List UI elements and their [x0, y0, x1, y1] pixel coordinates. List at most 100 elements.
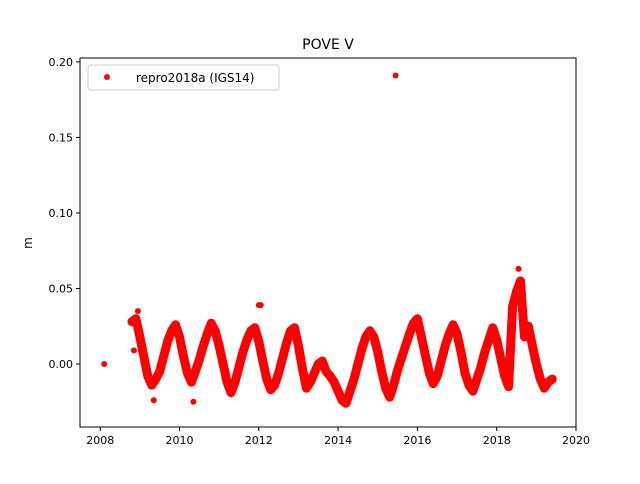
data-point	[251, 324, 258, 331]
data-point	[382, 385, 389, 392]
data-point	[331, 379, 338, 386]
data-point	[192, 368, 199, 375]
data-point	[243, 336, 250, 343]
data-point	[509, 303, 516, 310]
data-point	[497, 354, 504, 361]
data-point	[295, 342, 302, 349]
data-point	[220, 361, 227, 368]
data-point	[271, 382, 278, 389]
data-point	[414, 315, 421, 322]
data-point	[180, 353, 187, 360]
outlier-point	[150, 397, 157, 404]
x-tick-label: 2020	[562, 434, 590, 447]
data-point	[458, 348, 465, 355]
data-point	[477, 364, 484, 371]
legend: repro2018a (IGS14)	[87, 64, 280, 91]
y-tick-label: 0.15	[49, 131, 74, 144]
data-point	[394, 367, 401, 374]
data-point	[485, 336, 492, 343]
data-point	[461, 370, 468, 377]
data-point	[140, 353, 147, 360]
data-point	[239, 348, 246, 355]
legend-label: repro2018a (IGS14)	[136, 71, 254, 85]
x-tick-label: 2012	[245, 434, 273, 447]
data-point	[402, 342, 409, 349]
outlier-point	[392, 72, 399, 79]
y-tick-label: 0.05	[49, 282, 74, 295]
data-point	[228, 389, 235, 396]
x-tick-label: 2008	[86, 434, 114, 447]
data-point	[343, 400, 350, 407]
data-point	[160, 353, 167, 360]
data-point	[481, 348, 488, 355]
data-point	[132, 315, 139, 322]
outlier-point	[515, 265, 522, 272]
data-point	[279, 354, 286, 361]
x-tick-label: 2016	[403, 434, 431, 447]
x-tick-label: 2010	[166, 434, 194, 447]
data-point	[323, 368, 330, 375]
data-point	[406, 330, 413, 337]
outlier-point	[190, 398, 197, 405]
data-point	[533, 361, 540, 368]
data-point	[232, 379, 239, 386]
data-point	[450, 321, 457, 328]
data-point	[156, 368, 163, 375]
data-point	[164, 338, 171, 345]
data-point	[410, 320, 417, 327]
data-point	[354, 361, 361, 368]
data-point	[521, 333, 528, 340]
data-point	[529, 342, 536, 349]
data-point	[350, 376, 357, 383]
y-tick-label: 0.20	[49, 56, 74, 69]
data-point	[208, 320, 215, 327]
data-point	[454, 330, 461, 337]
chart-title: POVE V	[302, 37, 354, 53]
data-point	[196, 356, 203, 363]
data-point	[465, 382, 472, 389]
data-point	[319, 357, 326, 364]
data-point	[446, 330, 453, 337]
data-point	[386, 394, 393, 401]
data-point	[255, 338, 262, 345]
data-point	[418, 333, 425, 340]
data-point	[473, 376, 480, 383]
data-point	[434, 373, 441, 380]
data-point	[442, 342, 449, 349]
outlier-point	[257, 302, 264, 309]
data-point	[505, 383, 512, 390]
data-point	[493, 336, 500, 343]
data-point	[549, 376, 556, 383]
data-point	[390, 382, 397, 389]
data-point	[176, 333, 183, 340]
plot-frame	[79, 57, 577, 428]
data-points	[101, 72, 557, 408]
data-point	[263, 376, 270, 383]
data-point	[501, 373, 508, 380]
legend-box	[87, 64, 280, 91]
data-point	[303, 385, 310, 392]
data-point	[184, 370, 191, 377]
data-point	[525, 323, 532, 330]
data-point	[489, 324, 496, 331]
data-point	[430, 380, 437, 387]
data-point	[370, 333, 377, 340]
data-point	[148, 382, 155, 389]
data-point	[275, 370, 282, 377]
data-point	[216, 342, 223, 349]
data-point	[267, 386, 274, 393]
data-point	[347, 388, 354, 395]
data-point	[469, 388, 476, 395]
data-point	[335, 388, 342, 395]
data-point	[224, 379, 231, 386]
data-point	[283, 339, 290, 346]
data-point	[307, 379, 314, 386]
outlier-point	[101, 361, 108, 368]
data-point	[136, 333, 143, 340]
data-point	[235, 364, 242, 371]
data-point	[212, 327, 219, 334]
data-point	[188, 379, 195, 386]
data-point	[311, 370, 318, 377]
data-point	[327, 373, 334, 380]
data-point	[259, 357, 266, 364]
